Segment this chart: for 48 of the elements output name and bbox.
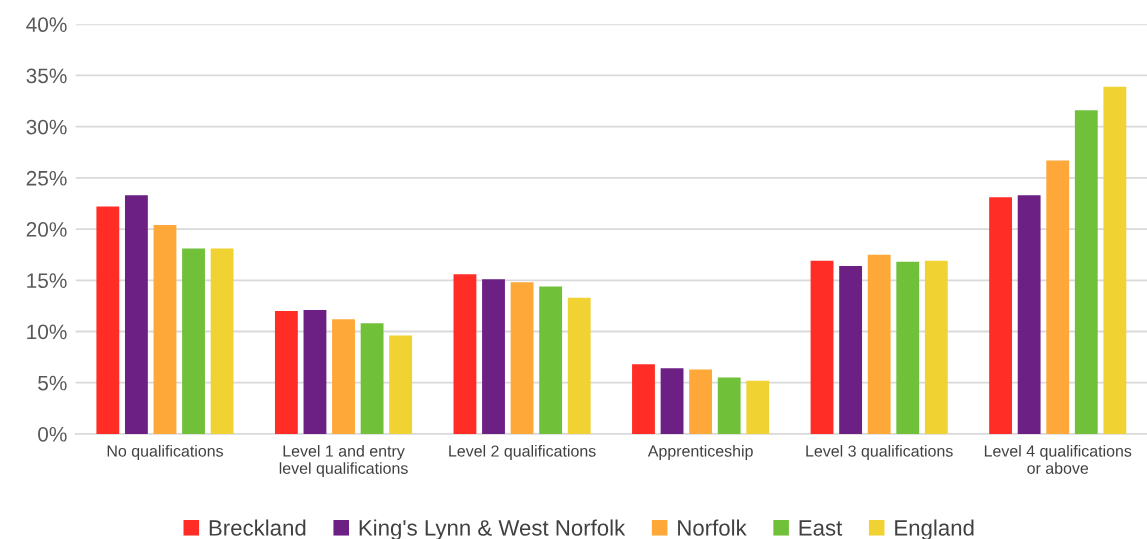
x-tick-label: Level 1 and entry level qualifications [279,445,408,478]
y-tick-label: 0% [38,426,67,442]
bar [303,309,327,434]
bar [867,254,891,434]
bar [1017,195,1041,434]
y-tick-label: 25% [26,170,67,186]
bar [810,260,834,434]
bar [332,319,355,434]
x-tick-label: Level 2 qualifications [449,445,596,460]
bar [153,224,177,434]
bar [539,286,563,434]
y-tick-label: 5% [38,375,67,391]
x-tick-label: Level 4 qualifications or above [984,445,1132,474]
bar [689,369,713,434]
bar [660,368,684,434]
bar [746,380,770,434]
y-tick-label: 20% [26,222,67,237]
legend-label: Breckland [209,519,306,536]
bar [274,311,298,434]
bar [1074,110,1098,434]
bar [482,279,505,434]
bar [360,323,384,434]
y-tick-label: 15% [27,273,67,289]
y-tick-label: 30% [26,119,67,135]
bar [1046,160,1070,434]
bar [1103,86,1127,434]
bar [389,335,413,434]
y-tick-label: 35% [26,68,67,84]
y-tick-label: 10% [27,324,67,340]
legend-label: East [799,520,843,536]
x-tick-label: No qualifications [107,445,223,460]
bar [453,274,477,434]
bar [896,261,920,434]
legend-label: Norfolk [678,519,747,536]
bar [96,206,120,434]
bar [124,195,148,434]
bar [839,265,863,434]
bar [717,377,741,434]
bar [182,248,205,434]
bar [510,282,534,434]
bar [632,364,655,434]
y-tick-label: 40% [26,17,67,33]
bar [210,248,234,434]
x-tick-label: Apprenticeship [647,445,753,460]
bar [567,297,591,434]
bar [989,197,1013,434]
x-tick-label: Level 3 qualifications [806,445,953,460]
bar [924,260,948,434]
